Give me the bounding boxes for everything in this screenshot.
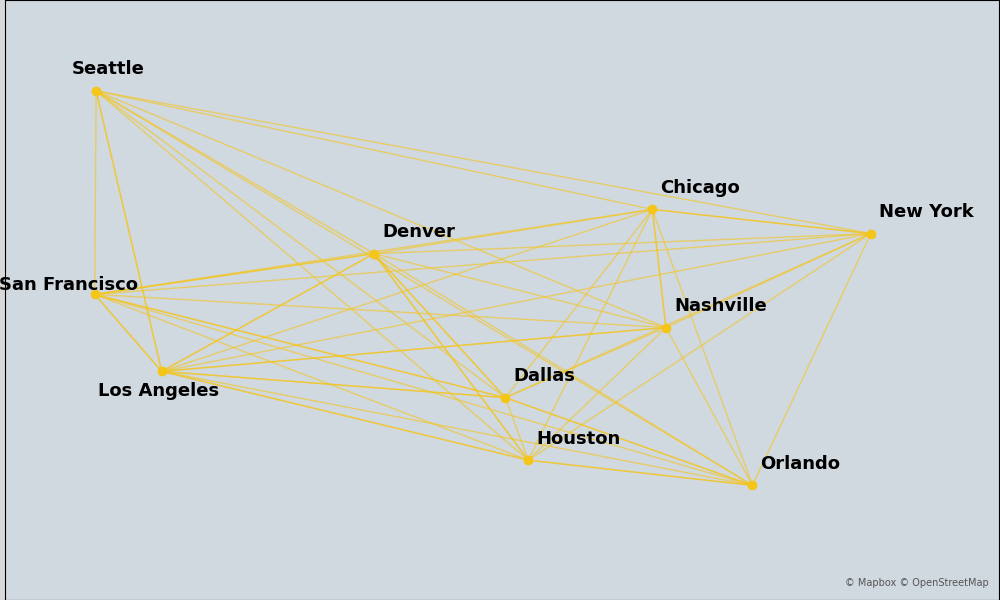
- Text: Orlando: Orlando: [760, 455, 840, 473]
- Text: Dallas: Dallas: [513, 367, 575, 385]
- Text: © Mapbox © OpenStreetMap: © Mapbox © OpenStreetMap: [845, 578, 989, 588]
- Text: Seattle: Seattle: [72, 60, 145, 78]
- Text: New York: New York: [879, 203, 974, 221]
- Text: San Francisco: San Francisco: [0, 276, 138, 294]
- Text: Houston: Houston: [536, 430, 621, 448]
- Text: Los Angeles: Los Angeles: [98, 382, 219, 400]
- Text: Chicago: Chicago: [660, 179, 740, 197]
- Text: Nashville: Nashville: [674, 297, 767, 315]
- Text: Denver: Denver: [382, 223, 455, 241]
